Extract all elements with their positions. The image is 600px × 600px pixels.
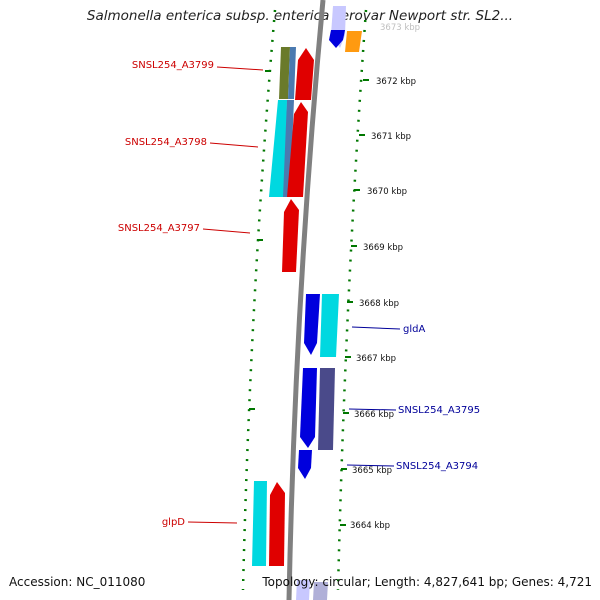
left-ticks bbox=[249, 70, 271, 410]
gene-bottom-edge-lavender[interactable] bbox=[296, 580, 310, 600]
gene-teal-bottom[interactable] bbox=[252, 481, 267, 566]
gene-teal-long[interactable] bbox=[269, 100, 287, 197]
genome-title: Salmonella enterica subsp. enterica sero… bbox=[86, 8, 514, 24]
scale-label-3671: 3671 kbp bbox=[371, 132, 411, 142]
leader-gldA bbox=[351, 326, 401, 330]
gene-glpD-arrow[interactable] bbox=[269, 482, 285, 566]
genome-backbone bbox=[286, 0, 326, 600]
gene-SNSL254_A3797-arrow[interactable] bbox=[282, 199, 299, 272]
label-SNSL254_A3798[interactable]: SNSL254_A3798 bbox=[125, 137, 207, 148]
label-SNSL254_A3795[interactable]: SNSL254_A3795 bbox=[398, 405, 480, 416]
label-gldA[interactable]: gldA bbox=[403, 324, 425, 335]
scale-label-3666: 3666 kbp bbox=[354, 410, 394, 420]
label-SNSL254_A3797[interactable]: SNSL254_A3797 bbox=[118, 223, 200, 234]
accession-text: Accession: NC_011080 bbox=[9, 575, 146, 589]
gene-orange-top[interactable] bbox=[345, 31, 362, 52]
scale-label-3673: 3673 kbp bbox=[380, 23, 420, 33]
gene-gldA[interactable] bbox=[320, 294, 339, 357]
left-track-outline bbox=[241, 9, 277, 591]
gene-SNSL254_A3799-arrow[interactable] bbox=[295, 48, 314, 100]
gene-slate-long[interactable] bbox=[283, 100, 294, 197]
leader-SNSL254_A3795 bbox=[348, 408, 397, 411]
right-track-outline bbox=[336, 9, 368, 591]
label-SNSL254_A3799[interactable]: SNSL254_A3799 bbox=[132, 60, 214, 71]
gene-bottom-edge-slate[interactable] bbox=[313, 582, 328, 600]
gene-SNSL254_A3795[interactable] bbox=[300, 368, 317, 448]
right-ticks bbox=[340, 79, 369, 526]
scale-label-3667: 3667 kbp bbox=[356, 354, 396, 364]
label-SNSL254_A3794[interactable]: SNSL254_A3794 bbox=[396, 461, 478, 472]
gene-gldA-neighbor[interactable] bbox=[304, 294, 320, 355]
scale-label-3672: 3672 kbp bbox=[376, 77, 416, 87]
gene-olive-block[interactable] bbox=[279, 47, 290, 99]
leader-SNSL254_A3799 bbox=[216, 66, 264, 71]
scale-label-3670: 3670 kbp bbox=[367, 187, 407, 197]
gene-blue-top[interactable] bbox=[329, 30, 345, 48]
label-glpD[interactable]: glpD bbox=[162, 517, 185, 528]
scale-label-3665: 3665 kbp bbox=[352, 466, 392, 476]
leader-SNSL254_A3794 bbox=[346, 464, 395, 467]
scale-label-3669: 3669 kbp bbox=[363, 243, 403, 253]
scale-label-3664: 3664 kbp bbox=[350, 521, 390, 531]
gene-slate-small[interactable] bbox=[288, 47, 296, 99]
gene-SNSL254_A3798-arrow[interactable] bbox=[287, 102, 308, 197]
gene-SNSL254_A3794[interactable] bbox=[298, 450, 312, 479]
genome-summary-text: Topology: circular; Length: 4,827,641 bp… bbox=[262, 575, 592, 589]
leader-SNSL254_A3797 bbox=[202, 228, 251, 234]
gene-slate-right[interactable] bbox=[318, 368, 335, 450]
scale-label-3668: 3668 kbp bbox=[359, 299, 399, 309]
leader-SNSL254_A3798 bbox=[209, 142, 259, 148]
leader-glpD bbox=[187, 521, 238, 524]
